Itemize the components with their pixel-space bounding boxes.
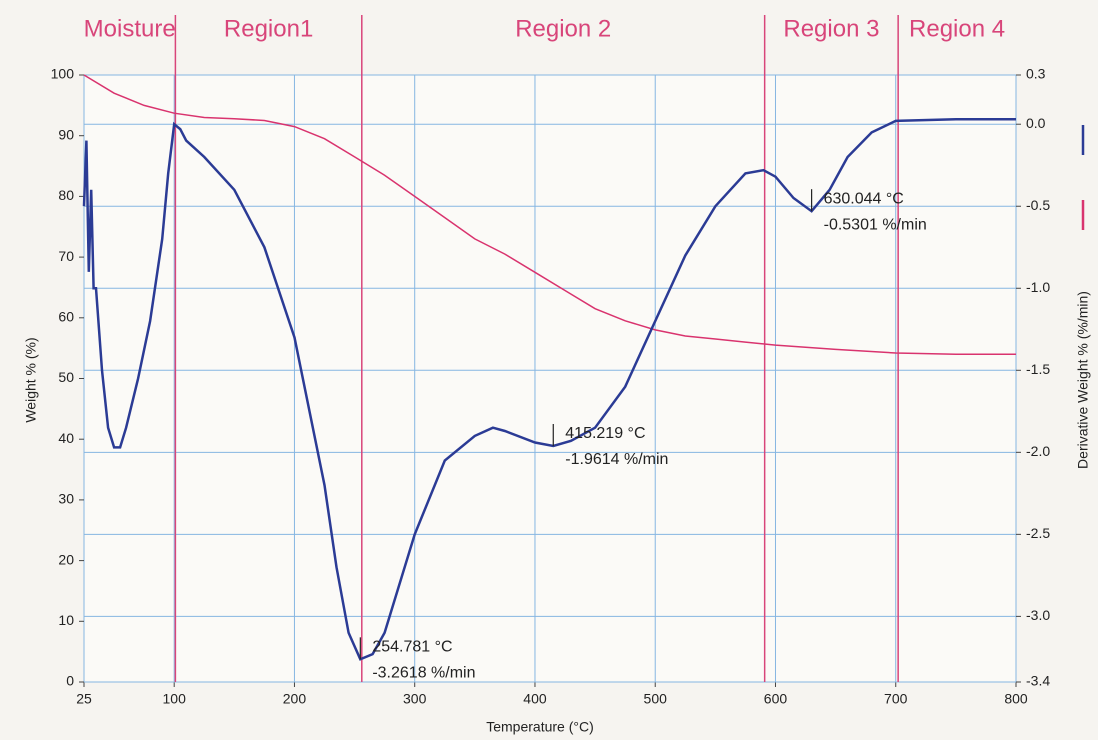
y-tick-label: 40 bbox=[58, 430, 74, 446]
x-tick-label: 700 bbox=[884, 691, 908, 707]
y-tick-label: 100 bbox=[51, 66, 75, 82]
y2-tick-label: -0.5 bbox=[1026, 197, 1050, 213]
y2-tick-label: 0.0 bbox=[1026, 115, 1046, 131]
y2-tick-label: -1.0 bbox=[1026, 279, 1050, 295]
x-tick-label: 600 bbox=[764, 691, 788, 707]
y-tick-label: 10 bbox=[58, 612, 74, 628]
y-tick-label: 30 bbox=[58, 491, 74, 507]
annotation-text: 254.781 °C bbox=[372, 639, 452, 656]
annotation-text: 630.044 °C bbox=[824, 190, 904, 207]
x-tick-label: 300 bbox=[403, 691, 427, 707]
region-label: Region 4 bbox=[909, 15, 1005, 42]
y-tick-label: 90 bbox=[58, 126, 74, 142]
x-tick-label: 100 bbox=[163, 691, 187, 707]
annotation-text: 415.219 °C bbox=[565, 425, 645, 442]
y2-tick-label: -3.0 bbox=[1026, 607, 1050, 623]
region-label: Region 3 bbox=[783, 15, 879, 42]
y2-axis-label: Derivative Weight % (%/min) bbox=[1075, 291, 1091, 469]
y-tick-label: 80 bbox=[58, 187, 74, 203]
data-line bbox=[82, 118, 1016, 661]
x-tick-label: 800 bbox=[1004, 691, 1028, 707]
y2-tick-label: 0.3 bbox=[1026, 66, 1046, 82]
x-tick-label: 500 bbox=[644, 691, 668, 707]
plot-area bbox=[83, 74, 1017, 683]
annotation-text: -0.5301 %/min bbox=[824, 216, 927, 233]
x-axis-label: Temperature (°C) bbox=[486, 719, 594, 735]
y2-tick-label: -2.0 bbox=[1026, 443, 1050, 459]
x-tick-label: 200 bbox=[283, 691, 307, 707]
y2-tick-label: -2.5 bbox=[1026, 525, 1050, 541]
x-tick-label: 25 bbox=[76, 691, 92, 707]
y2-tick-label: -3.4 bbox=[1026, 673, 1050, 689]
region-label: Region 2 bbox=[515, 15, 611, 42]
annotation-text: -3.2618 %/min bbox=[372, 665, 475, 682]
region-label: Moisture bbox=[84, 15, 176, 42]
y-tick-label: 20 bbox=[58, 551, 74, 567]
y-tick-label: 50 bbox=[58, 369, 74, 385]
annotation-text: -1.9614 %/min bbox=[565, 451, 668, 468]
y-tick-label: 0 bbox=[66, 673, 74, 689]
y-tick-label: 60 bbox=[58, 309, 74, 325]
region-label: Region1 bbox=[224, 15, 313, 42]
y2-tick-label: -1.5 bbox=[1026, 361, 1050, 377]
y-tick-label: 70 bbox=[58, 248, 74, 264]
y-axis-label: Weight % (%) bbox=[23, 337, 39, 422]
x-tick-label: 400 bbox=[523, 691, 547, 707]
data-line bbox=[83, 74, 1016, 355]
